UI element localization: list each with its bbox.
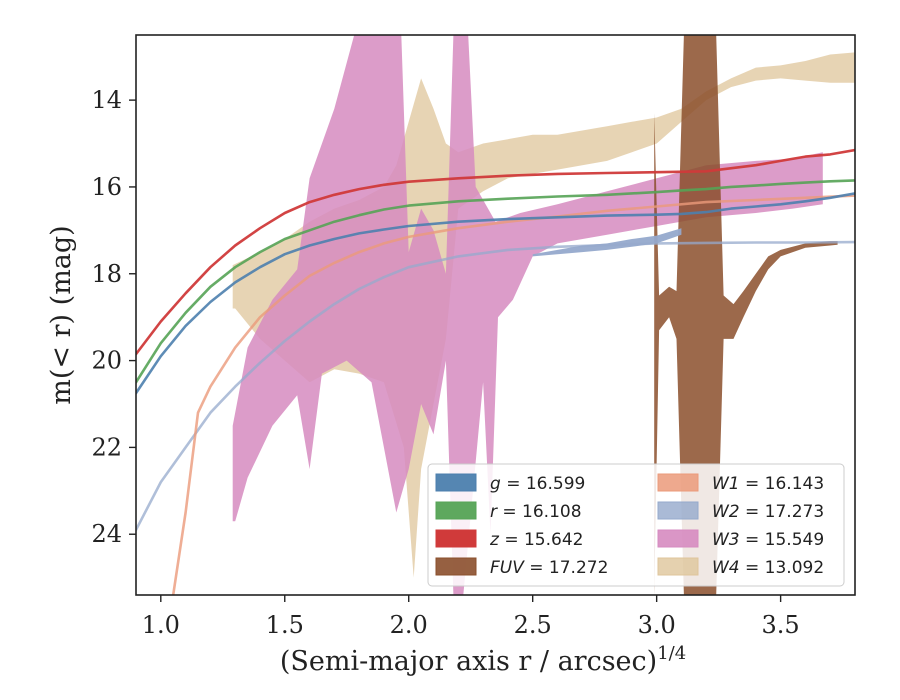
legend-swatch-r [435, 501, 477, 520]
y-tick-label: 14 [91, 86, 122, 114]
y-axis: 14 16 18 20 22 24 [91, 86, 136, 548]
legend-label-value: = 16.108 [497, 502, 582, 522]
series-fuv-band [654, 35, 838, 595]
legend-label-value: = 17.272 [524, 558, 609, 578]
legend-label-fuv: FUV = 17.272 [490, 558, 608, 578]
series-w2-band [532, 228, 682, 257]
legend-label-name: FUV [490, 558, 525, 578]
plot-frame [135, 34, 856, 596]
series-z-line [136, 148, 855, 356]
legend-swatch-z [435, 529, 477, 548]
x-tick-label: 1.0 [142, 611, 180, 639]
legend-label-value: = 13.092 [740, 558, 825, 578]
legend-label-w4: W4 = 13.092 [712, 558, 824, 578]
legend-label-w1: W1 = 16.143 [712, 474, 824, 494]
legend-label-name: z [489, 530, 500, 550]
legend-label-r: r = 16.108 [490, 502, 582, 522]
y-tick-label: 20 [91, 347, 122, 375]
x-axis-label: (Semi-major axis r / arcsec)1/4 [280, 643, 686, 677]
legend-swatch-g [435, 473, 477, 492]
x-tick-label: 1.5 [266, 611, 304, 639]
series-w1-line [171, 194, 855, 595]
x-axis: 1.0 1.5 2.0 2.5 3.0 3.5 [142, 595, 800, 639]
x-axis-label-text: (Semi-major axis r / arcsec) [280, 646, 657, 677]
x-tick-label: 3.0 [638, 611, 676, 639]
legend-label-value: = 16.143 [740, 474, 825, 494]
x-tick-label: 3.5 [762, 611, 800, 639]
series-layer [136, 35, 855, 595]
y-tick-label: 22 [91, 433, 122, 461]
legend-swatch-w2 [657, 501, 699, 520]
legend-label-name: W1 [712, 474, 740, 494]
legend-label-w2: W2 = 17.273 [712, 502, 824, 522]
legend-label-name: W3 [712, 530, 740, 550]
legend-label-value: = 17.273 [740, 502, 825, 522]
legend-label-z: z = 15.642 [489, 530, 583, 550]
legend-label-value: = 16.599 [501, 474, 586, 494]
legend-label-value: = 15.549 [740, 530, 825, 550]
y-tick-label: 16 [91, 173, 122, 201]
series-w2-line [136, 240, 855, 532]
y-axis-label: m(< r) (mag) [46, 225, 77, 404]
legend-label-g: g = 16.599 [490, 474, 585, 494]
legend-label-value: = 15.642 [499, 530, 584, 550]
series-w3-band [232, 35, 823, 595]
series-g-line [136, 192, 855, 395]
y-tick-label: 24 [91, 520, 122, 548]
legend-label-name: g [490, 474, 501, 494]
x-tick-label: 2.5 [514, 611, 552, 639]
legend-label-name: W4 [712, 558, 740, 578]
legend-label-name: W2 [712, 502, 740, 522]
legend-box [427, 463, 845, 587]
legend-label-w3: W3 = 15.549 [712, 530, 824, 550]
x-tick-label: 2.0 [390, 611, 428, 639]
legend-swatch-w1 [657, 473, 699, 492]
legend-swatch-fuv [435, 557, 477, 576]
legend-label-name: r [490, 502, 498, 522]
series-r-line [136, 179, 855, 384]
x-axis-label-superscript: 1/4 [657, 643, 686, 664]
y-tick-label: 18 [91, 260, 122, 288]
legend-swatch-w3 [657, 529, 699, 548]
legend-swatch-w4 [657, 557, 699, 576]
